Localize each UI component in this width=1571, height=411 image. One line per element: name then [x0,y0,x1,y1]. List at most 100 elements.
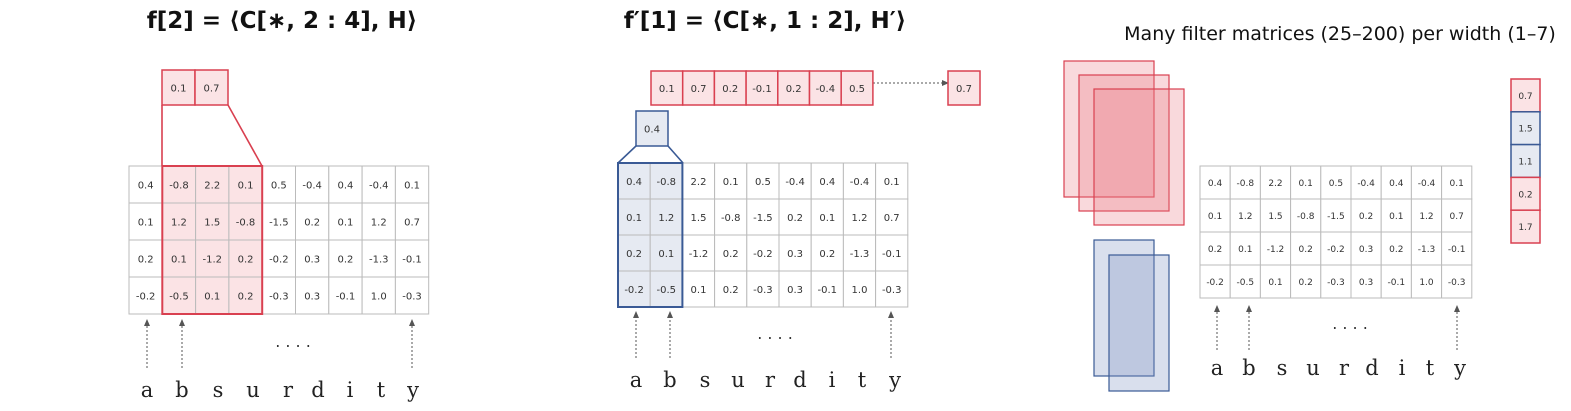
cell-value: 0.1 [1208,212,1222,222]
cell: -0.1 [875,234,909,272]
cell: 0.7 [947,70,981,106]
cell: 0.1 [228,165,263,204]
cell-box [328,202,363,241]
cell: 0.3 [1350,231,1382,266]
cell: 0.7 [394,202,430,241]
cell: -0.1 [394,239,430,278]
cell: -1.5 [261,202,297,241]
cell: 0.4 [635,110,669,147]
letter: a [630,368,643,392]
cell-value: -0.8 [236,218,256,229]
cell: 0.2 [714,234,748,272]
cell-box [635,110,669,147]
cell-box [714,270,748,308]
cell-value: 0.4 [1389,179,1404,189]
cell: -1.3 [361,239,396,278]
cell: 2.2 [681,162,716,200]
letter: i [1399,356,1406,380]
cell-box [1229,231,1261,266]
cell-value: -1.3 [850,249,870,260]
cell-box [1410,231,1443,266]
cell-value: 0.1 [658,249,674,260]
cell-value: 0.5 [849,84,865,95]
cell-box [1380,231,1412,266]
cell-value: -1.5 [269,218,289,229]
cell: -0.8 [228,202,263,241]
cell: 1.5 [1510,111,1541,146]
cell-box [1380,198,1412,233]
cell-value: 0.2 [786,84,802,95]
cell: -0.4 [361,165,396,204]
cell: 0.1 [328,202,363,241]
cell-value: -0.4 [1418,179,1436,189]
cell: 0.1 [875,162,909,200]
cell: -0.4 [778,162,812,200]
cell-box [650,70,684,106]
cell: 2.2 [1259,165,1292,200]
cell-value: 1.0 [371,292,387,303]
cell-box [1350,264,1382,299]
cell-value: -0.8 [721,213,741,224]
cell: -0.8 [649,162,683,200]
cell: -0.1 [1441,231,1473,266]
cell: 0.2 [1510,176,1541,211]
cell: 0.2 [295,202,330,241]
cell-value: 0.3 [1359,245,1373,255]
cell-value: 0.4 [626,177,642,188]
cell-value: 1.2 [658,213,674,224]
cell-value: 0.4 [138,181,154,192]
cell: 0.7 [1441,198,1473,233]
ellipsis: . . . . [1332,314,1368,333]
cell-value: 0.3 [304,292,320,303]
cell-box [842,270,877,308]
cell-box [361,239,396,278]
cell: -1.5 [746,198,780,236]
cell-value: 0.1 [337,218,353,229]
cell-value: -0.1 [818,285,838,296]
cell: 0.1 [1199,198,1231,233]
cell-value: 1.2 [852,213,868,224]
cell: 0.4 [328,165,363,204]
cell: 1.7 [1510,209,1541,244]
cell: -1.2 [1259,231,1292,266]
cell-value: -0.1 [402,255,422,266]
cell-box [1441,165,1473,200]
cell-value: 0.1 [1238,245,1252,255]
cell-box [681,198,716,236]
cell: -0.3 [875,270,909,308]
cell: -0.8 [1229,165,1261,200]
cell-value: -0.4 [850,177,870,188]
cell-value: -1.3 [369,255,389,266]
cell: -0.3 [746,270,780,308]
letter: d [1365,356,1378,380]
cell-value: 0.1 [691,285,707,296]
cell-value: 0.4 [1208,179,1223,189]
cell: 0.5 [1320,165,1352,200]
cell-box [1510,209,1541,244]
cell-value: 0.2 [1359,212,1373,222]
cell: 0.1 [161,239,197,278]
cell-box [681,162,716,200]
title: Many filter matrices (25–200) per width … [1124,23,1556,45]
cell-box [777,70,811,106]
cell-value: -0.2 [1327,245,1345,255]
cell: -0.1 [328,276,363,315]
ellipsis: . . . . [275,332,311,351]
cell-box [1441,198,1473,233]
cell-value: -0.5 [1237,278,1255,288]
cell: 0.1 [1441,165,1473,200]
cell: 0.2 [228,276,263,315]
cell-value: 0.1 [1299,179,1313,189]
cell-box [128,202,163,241]
cell: 1.0 [1410,264,1443,299]
cell: 0.1 [617,198,651,236]
cell: 0.4 [128,165,163,204]
cell-value: -0.3 [753,285,773,296]
cell-value: -0.1 [882,249,902,260]
cell-box [714,198,748,236]
cell-value: 0.3 [787,285,803,296]
cell-value: -0.8 [657,177,677,188]
cell-value: 2.2 [1268,179,1282,189]
cell: -0.4 [842,162,877,200]
letter: s [1277,356,1288,380]
